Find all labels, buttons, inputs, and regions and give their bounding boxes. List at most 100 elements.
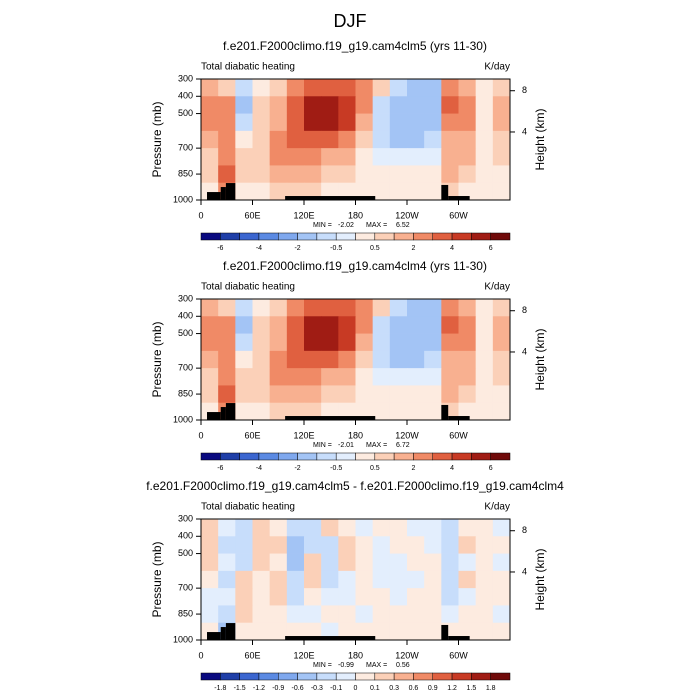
field-cell: [372, 622, 391, 641]
colorbar-box: [278, 452, 298, 461]
field-cell: [321, 333, 339, 352]
field-cell: [441, 519, 459, 537]
field-cell: [389, 605, 408, 624]
colorbar-label: 1.5: [467, 685, 477, 692]
field-cell: [475, 350, 494, 369]
field-cell: [269, 536, 288, 554]
field-cell: [304, 553, 322, 572]
field-cell: [218, 553, 236, 572]
field-cell: [304, 536, 322, 554]
field-cell: [458, 350, 477, 369]
field-cell: [389, 113, 408, 132]
field-cell: [304, 588, 322, 606]
y-tick-label: 400: [178, 531, 193, 541]
colorbar-label: -6: [217, 245, 223, 252]
field-cell: [218, 333, 236, 352]
y-tick-label: 500: [178, 548, 193, 558]
x-tick-label: 180: [348, 430, 363, 440]
field-cell: [389, 96, 408, 114]
field-cell: [252, 130, 271, 149]
field-cell: [269, 165, 288, 184]
field-cell: [441, 130, 459, 149]
colorbar-label: -6: [217, 465, 223, 472]
field-cell: [441, 350, 459, 369]
colorbar-box: [393, 232, 414, 241]
field-cell: [201, 316, 219, 334]
colorbar-label: -0.5: [330, 245, 342, 252]
field-cell: [235, 402, 253, 421]
field-cell: [218, 519, 236, 537]
terrain: [285, 416, 376, 420]
field-cell: [389, 148, 408, 166]
x-tick-label: 60W: [449, 210, 468, 220]
y-tick-label: 850: [178, 388, 193, 398]
field-cell: [424, 333, 442, 352]
terrain: [448, 416, 470, 420]
colorbar-box: [278, 232, 298, 241]
field-cell: [441, 333, 459, 352]
colorbar-box: [200, 452, 221, 461]
field-cell: [407, 79, 425, 97]
terrain: [220, 627, 226, 640]
terrain: [441, 624, 449, 640]
field-cell: [372, 96, 391, 114]
field-cell: [218, 299, 236, 317]
field-cell: [201, 588, 219, 606]
field-cell: [235, 622, 253, 641]
field-cell: [407, 368, 425, 386]
field-cell: [389, 553, 408, 572]
field-cell: [304, 350, 322, 369]
y-tick-label: 500: [178, 108, 193, 118]
field-cell: [235, 130, 253, 149]
field-cell: [441, 588, 459, 606]
max-label: MAX =: [366, 442, 387, 449]
field-cell: [235, 148, 253, 166]
field-cell: [355, 402, 374, 421]
field-cell: [458, 165, 477, 184]
x-tick-label: 120E: [293, 210, 314, 220]
field-cell: [286, 130, 305, 149]
field-cell: [407, 148, 425, 166]
field-cell: [201, 113, 219, 132]
field-cell: [235, 113, 253, 132]
x-tick-label: 120E: [293, 430, 314, 440]
field-cell: [286, 402, 305, 421]
field-cell: [321, 368, 339, 386]
field-cell: [338, 588, 356, 606]
field-cell: [441, 299, 459, 317]
field-cell: [304, 570, 322, 589]
field-cell: [458, 402, 477, 421]
field-cell: [304, 385, 322, 404]
field-cell: [458, 622, 477, 641]
x-tick-label: 60E: [244, 430, 260, 440]
y2-tick-label: 8: [522, 525, 527, 535]
colorbar-label: 0.5: [370, 245, 380, 252]
colorbar-label: 6: [489, 245, 493, 252]
field-cell: [475, 182, 494, 201]
x-tick-label: 60E: [244, 210, 260, 220]
field-cell: [235, 316, 253, 334]
field-cell: [321, 553, 339, 572]
field-cell: [218, 148, 236, 166]
field-cell: [286, 148, 305, 166]
field-cell: [218, 536, 236, 554]
field-cell: [458, 333, 477, 352]
field-cell: [372, 316, 391, 334]
field-cell: [355, 130, 374, 149]
colorbar-box: [316, 452, 337, 461]
colorbar-box: [374, 672, 395, 681]
field-cell: [321, 165, 339, 184]
field-cell: [458, 316, 477, 334]
field-cell: [286, 605, 305, 624]
colorbar-box: [200, 232, 221, 241]
field-cell: [424, 316, 442, 334]
field-cell: [201, 553, 219, 572]
colorbar-label: -2: [294, 465, 300, 472]
field-cell: [252, 165, 271, 184]
colorbar-label: -0.6: [292, 685, 304, 692]
field-cell: [338, 622, 356, 641]
field-cell: [269, 148, 288, 166]
field-cell: [235, 368, 253, 386]
min-value: -2.01: [338, 442, 354, 449]
colorbar-box: [432, 672, 453, 681]
